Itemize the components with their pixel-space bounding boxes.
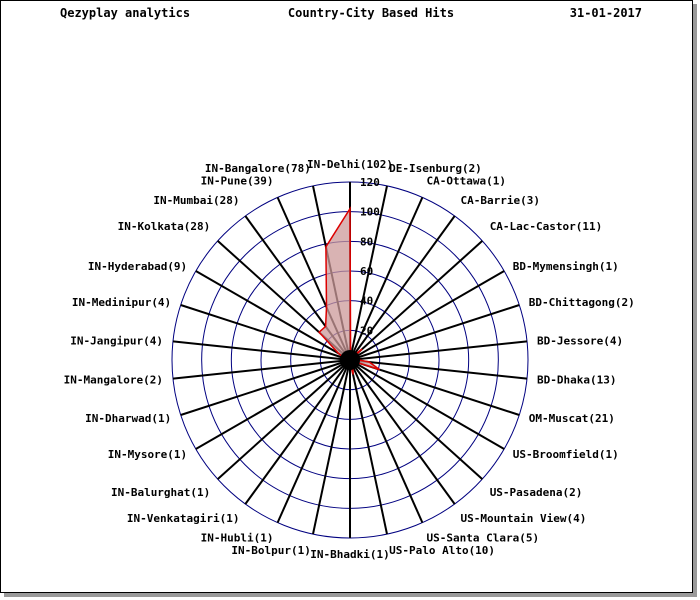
category-label: IN-Bangalore(78)	[205, 162, 311, 175]
category-label: IN-Balurghat(1)	[111, 486, 210, 499]
spoke-8	[349, 359, 528, 380]
report-date: 31-01-2017	[569, 6, 642, 20]
spoke-13	[349, 359, 424, 524]
chart-title: Country-City Based Hits	[287, 6, 455, 20]
spoke-3	[349, 215, 456, 361]
spoke-21	[180, 359, 351, 416]
app-name: Qezyplay analytics	[60, 6, 191, 20]
spoke-1	[349, 185, 388, 361]
category-label: IN-Dharwad(1)	[85, 412, 171, 425]
category-label: IN-Delhi(102)	[307, 158, 393, 171]
category-labels: IN-Delhi(102)DE-Isenburg(2)CA-Ottawa(1) C…	[64, 158, 635, 561]
spoke-4	[349, 240, 483, 361]
category-label: US-Pasadena(2)	[490, 486, 583, 499]
spoke-25	[195, 270, 351, 361]
spoke-20	[195, 359, 351, 450]
spoke-19	[217, 359, 351, 480]
category-label: DE-Isenburg(2)	[389, 162, 482, 175]
ring-tick-label: 20	[360, 324, 373, 337]
category-label: IN-Medinipur(4)	[72, 296, 171, 309]
category-label: US-Broomfield(1)	[513, 448, 619, 461]
spoke-17	[276, 359, 351, 524]
category-label: US-Santa Clara(5)	[427, 532, 540, 545]
spoke-12	[349, 359, 456, 505]
category-label: BD-Mymensingh(1)	[513, 260, 619, 273]
category-label: IN-Mumbai(28)	[153, 194, 239, 207]
ring-tick-label: 60	[360, 265, 373, 278]
category-label: IN-Venkatagiri(1)	[127, 512, 240, 525]
category-label: CA-Barrie(3)	[461, 194, 540, 207]
category-label: IN-Mangalore(2)	[64, 374, 163, 387]
category-label: IN-Bolpur(1)	[231, 544, 310, 557]
ring-tick-label: 80	[360, 235, 373, 248]
spoke-14	[349, 359, 388, 535]
category-label: BD-Chittagong(2)	[529, 296, 635, 309]
category-label: US-Mountain View(4)	[461, 512, 587, 525]
hub	[340, 350, 360, 370]
spoke-6	[349, 304, 520, 361]
category-label: BD-Jessore(4)	[537, 334, 623, 347]
spoke-18	[244, 359, 351, 505]
series	[318, 206, 381, 375]
series-area-0	[318, 206, 381, 375]
category-label: OM-Muscat(21)	[529, 412, 615, 425]
category-label: IN-Kolkata(28)	[118, 220, 211, 233]
ring-tick-label: 40	[360, 295, 373, 308]
category-label: IN-Hubli(1)	[201, 532, 274, 545]
category-label: IN-Hyderabad(9)	[88, 260, 187, 273]
spoke-24	[180, 304, 351, 361]
spoke-10	[349, 359, 505, 450]
ring-tick-labels: 20 40 60 80 100 120	[360, 176, 380, 337]
ring-tick-label: 120	[360, 176, 380, 189]
category-label: IN-Bhadki(1)	[310, 548, 389, 561]
category-label: IN-Mysore(1)	[108, 448, 187, 461]
category-label: CA-Lac-Castor(11)	[490, 220, 603, 233]
spoke-11	[349, 359, 483, 480]
category-label: IN-Jangipur(4)	[70, 334, 163, 347]
category-label: IN-Pune(39)	[201, 174, 274, 187]
ring-tick-label: 100	[360, 206, 380, 219]
spoke-5	[349, 270, 505, 361]
spoke-16	[312, 359, 351, 535]
spoke-23	[172, 340, 351, 361]
spoke-7	[349, 340, 528, 361]
category-label: BD-Dhaka(13)	[537, 374, 616, 387]
spoke-2	[349, 196, 424, 361]
category-label: CA-Ottawa(1)	[427, 174, 506, 187]
category-label: US-Palo Alto(10)	[389, 544, 495, 557]
center-hub	[340, 350, 360, 370]
spoke-22	[172, 359, 351, 380]
